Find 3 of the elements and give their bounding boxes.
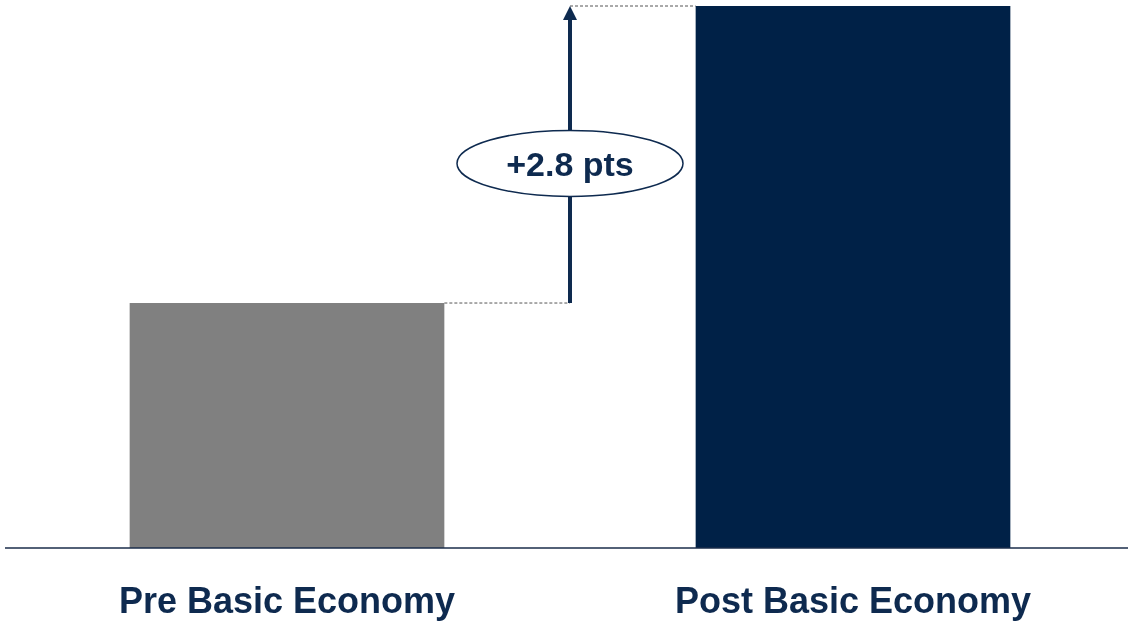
x-tick-label: Pre Basic Economy bbox=[118, 580, 456, 621]
x-tick-label: Post Basic Economy bbox=[674, 580, 1032, 621]
annotation: +2.8 pts bbox=[506, 144, 634, 183]
